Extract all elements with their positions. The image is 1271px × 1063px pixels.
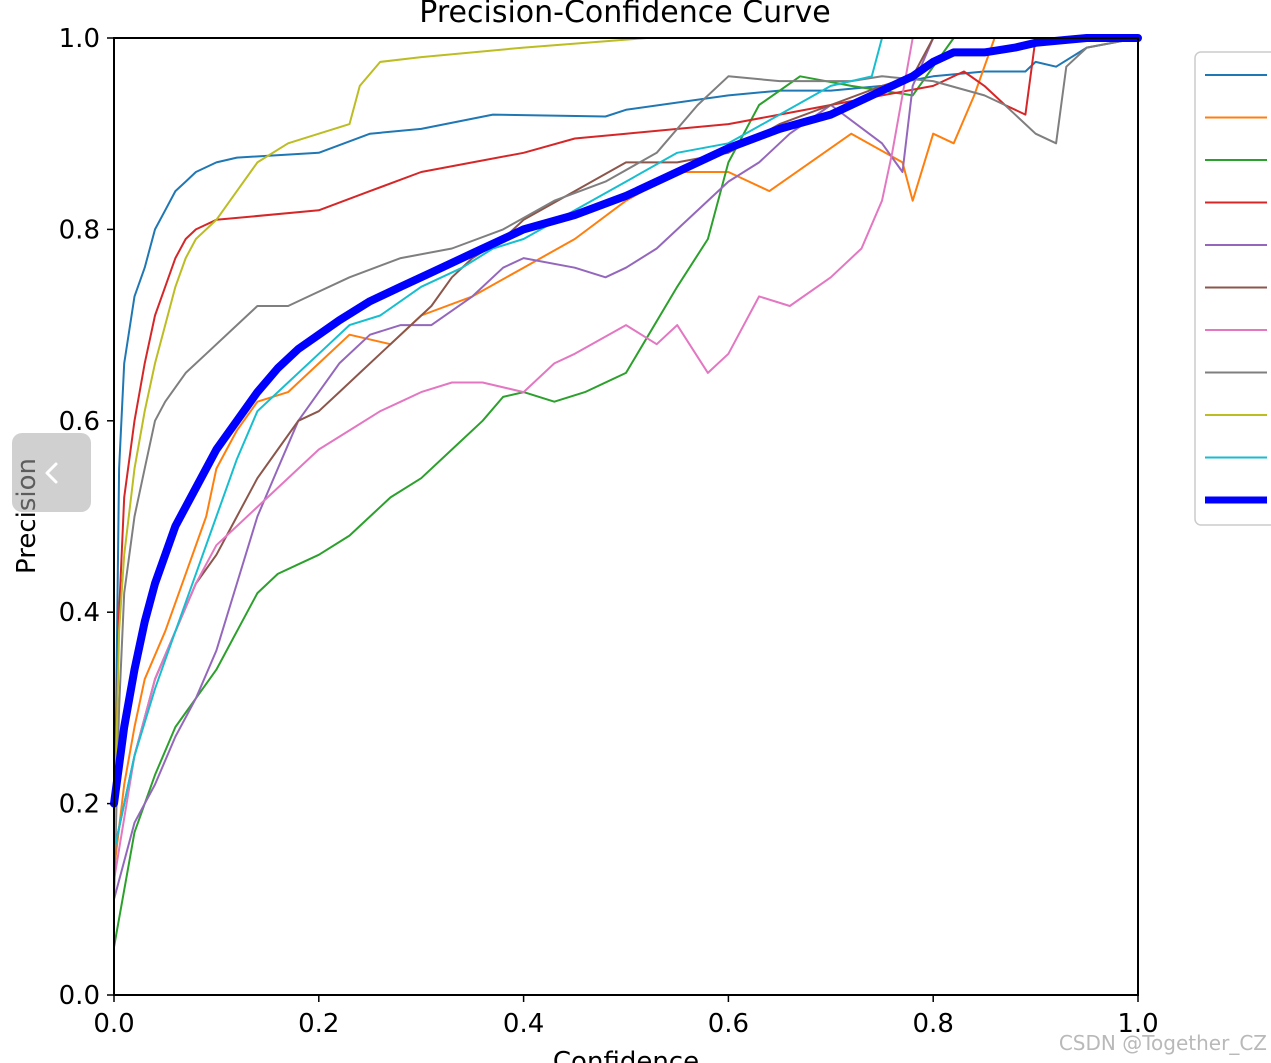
chart-title: Precision-Confidence Curve xyxy=(419,0,830,30)
y-tick-label: 0.8 xyxy=(59,215,100,245)
series-line-11 xyxy=(110,34,1142,808)
y-tick-label: 0.6 xyxy=(59,407,100,437)
series-line-1 xyxy=(113,37,1139,882)
chevron-left-icon xyxy=(40,457,64,489)
y-tick-label: 0.2 xyxy=(59,790,100,820)
y-tick-label: 1.0 xyxy=(59,24,100,54)
series-line-9 xyxy=(113,37,1139,853)
plot-frame xyxy=(113,37,1139,996)
y-tick-label: 0.0 xyxy=(59,981,100,1011)
series-line-7 xyxy=(113,37,1139,882)
x-axis-title: Confidence xyxy=(553,1047,699,1063)
x-tick-label: 0.6 xyxy=(708,1009,749,1039)
series-line-6 xyxy=(113,37,1139,853)
x-tick-label: 0.2 xyxy=(298,1009,339,1039)
previous-button[interactable] xyxy=(12,433,91,512)
watermark: CSDN @Together_CZ xyxy=(1058,1031,1267,1055)
x-tick-label: 1.0 xyxy=(1117,1009,1158,1039)
x-tick-label: 0.4 xyxy=(503,1009,544,1039)
series-layer xyxy=(110,34,1142,949)
series-line-8 xyxy=(113,37,1139,901)
y-tick-label: 0.4 xyxy=(59,598,100,628)
x-tick-label: 0.8 xyxy=(913,1009,954,1039)
legend xyxy=(1194,51,1271,526)
x-tick-label: 0.0 xyxy=(93,1009,134,1039)
ticks-layer: 0.0 0.2 0.4 0.6 0.8 1.0 0.0 0.2 0.4 0.6 0.8 1.0 xyxy=(59,24,1159,1039)
legend-entries xyxy=(1205,74,1267,504)
series-line-4 xyxy=(113,37,1139,872)
series-line-10 xyxy=(113,37,1139,853)
series-line-5 xyxy=(113,37,1139,901)
